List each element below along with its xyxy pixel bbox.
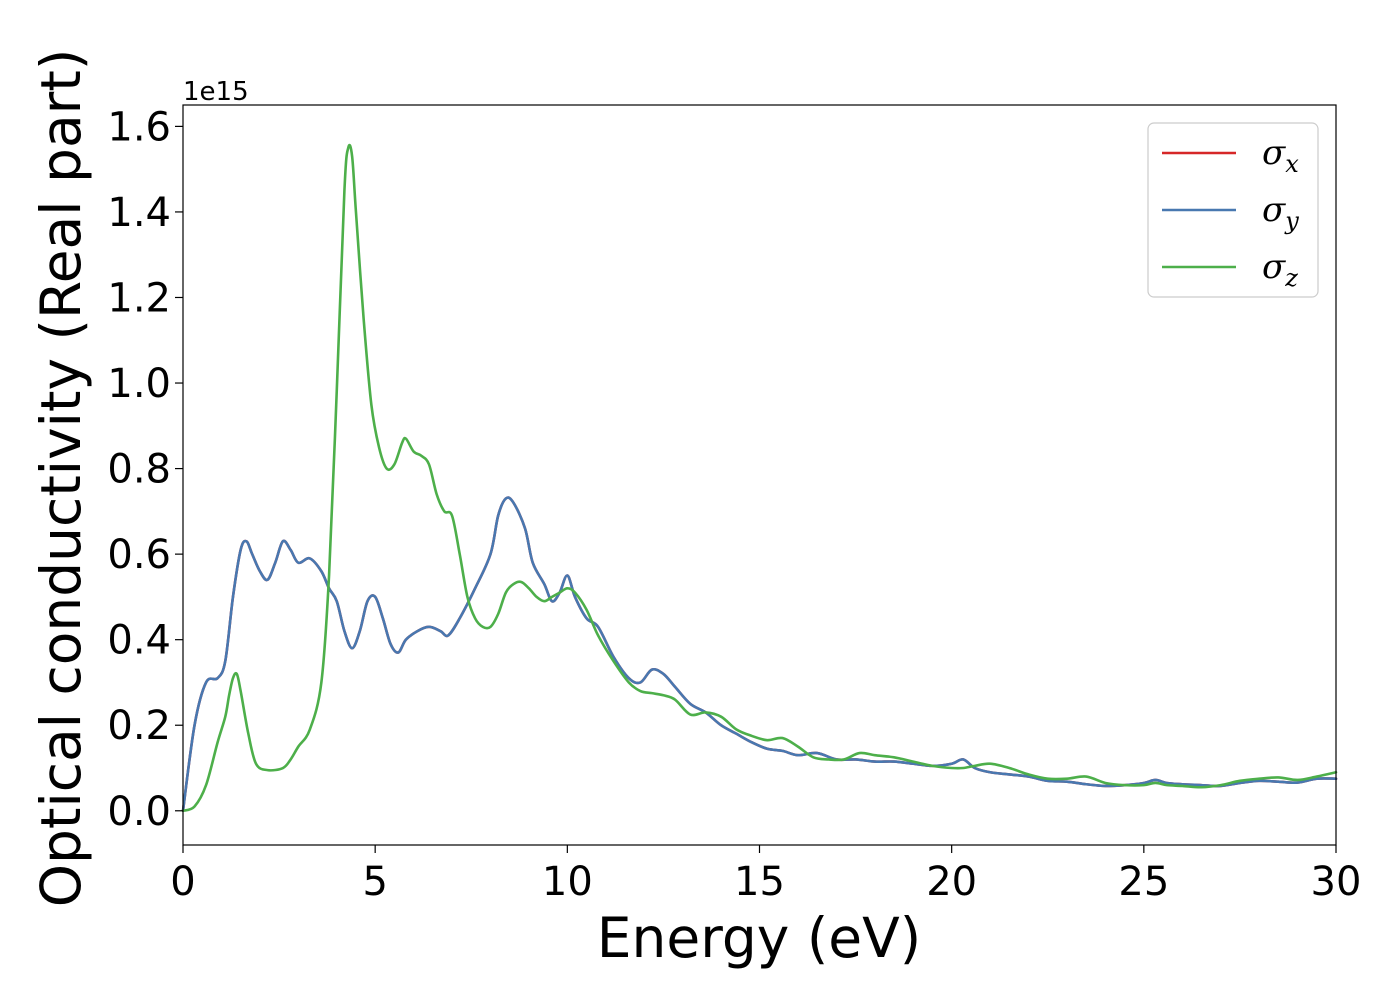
y-tick-label: 1.0 — [107, 361, 171, 407]
x-tick-label: 15 — [734, 859, 785, 905]
y-tick-label: 0.0 — [107, 789, 171, 835]
y-tick-label: 0.6 — [107, 532, 171, 578]
y-tick-label: 0.4 — [107, 618, 171, 664]
x-tick-label: 5 — [362, 859, 387, 905]
x-tick-label: 25 — [1118, 859, 1169, 905]
legend-label-x: σx — [1262, 133, 1299, 178]
x-axis-title: Energy (eV) — [597, 906, 921, 970]
series-line-z — [181, 143, 1338, 813]
y-tick-label: 0.2 — [107, 703, 171, 749]
y-tick-label: 1.6 — [107, 104, 171, 150]
x-tick-label: 10 — [542, 859, 593, 905]
y-axis-ticks: 0.0 0.2 0.4 0.6 0.8 1.0 1.2 1.4 1.6 — [107, 104, 183, 835]
y-axis-title: Optical conductivity (Real part) — [29, 49, 93, 908]
y-tick-label: 1.2 — [107, 275, 171, 321]
y-tick-label: 0.8 — [107, 447, 171, 493]
series-line-y — [181, 496, 1338, 813]
y-offset-label: 1e15 — [183, 77, 249, 107]
y-tick-label: 1.4 — [107, 190, 171, 236]
x-tick-label: 30 — [1311, 859, 1362, 905]
x-axis-ticks: 0 5 10 15 20 25 30 — [170, 845, 1361, 905]
series-layer — [181, 143, 1338, 813]
x-tick-label: 20 — [926, 859, 977, 905]
x-tick-label: 0 — [170, 859, 195, 905]
